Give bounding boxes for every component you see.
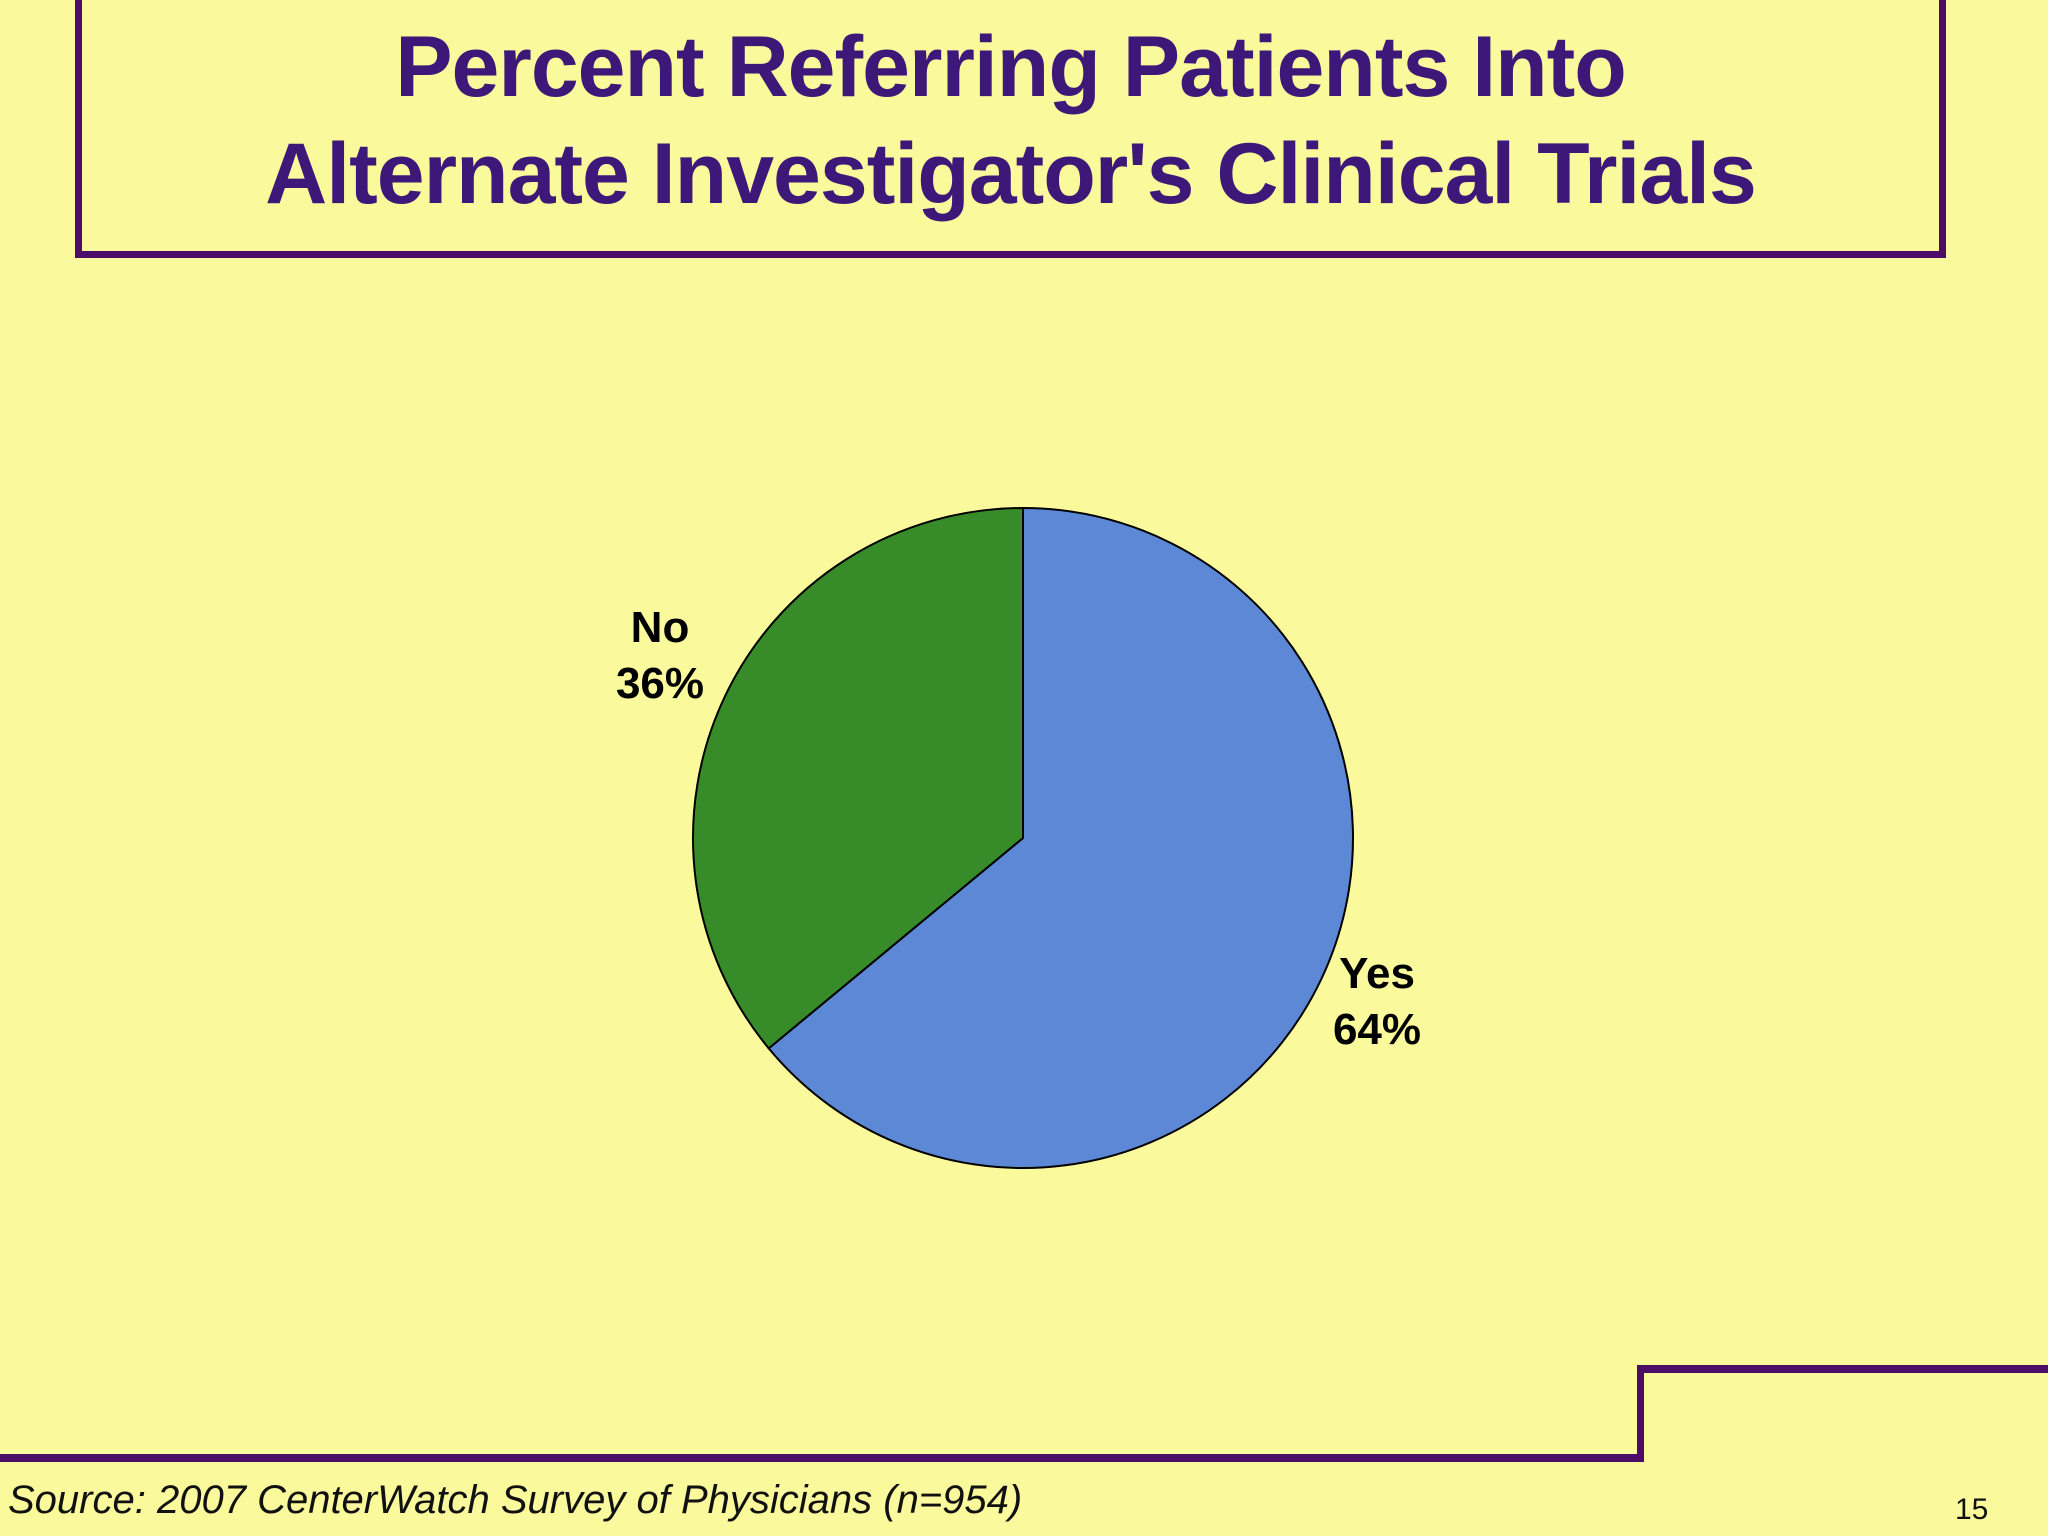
pie-label-no-value: 36% <box>615 659 705 708</box>
pie-label-no-category: No <box>630 603 690 652</box>
footer-rule <box>0 1454 1644 1462</box>
pie-chart <box>692 506 1354 1169</box>
pie-label-yes: Yes 64% <box>1277 946 1477 1058</box>
pie-label-yes-category: Yes <box>1339 949 1415 998</box>
source-note: Source: 2007 CenterWatch Survey of Physi… <box>8 1478 1023 1522</box>
pie-label-no: No 36% <box>560 600 760 712</box>
page-title-line-2: Alternate Investigator's Clinical Trials <box>265 126 1757 222</box>
pie-slice-no <box>692 506 1024 1050</box>
footer-rule-step <box>1637 1365 1644 1462</box>
pie-label-yes-value: 64% <box>1332 1005 1422 1054</box>
title-box: Percent Referring Patients Into Alternat… <box>75 0 1946 258</box>
page-number: 15 <box>1955 1493 1989 1526</box>
page-title-line-1: Percent Referring Patients Into <box>395 19 1627 115</box>
pie-slice-yes <box>767 506 1354 1169</box>
footer-rule-right <box>1637 1365 2048 1373</box>
